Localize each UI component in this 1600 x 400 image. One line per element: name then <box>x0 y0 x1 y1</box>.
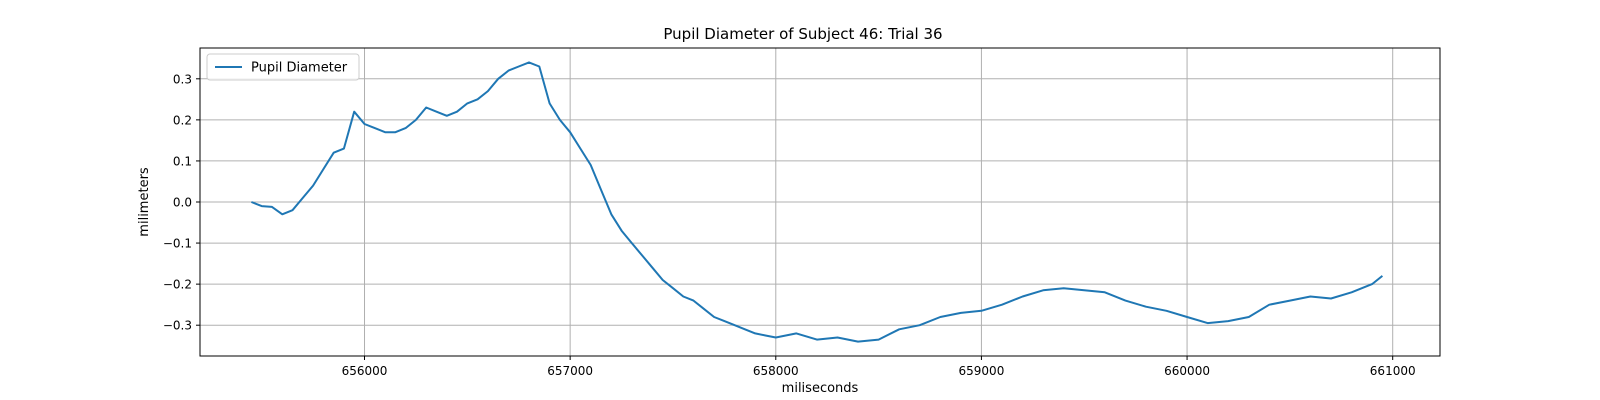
legend: Pupil Diameter <box>206 53 360 81</box>
x-tick-label: 659000 <box>959 364 1005 378</box>
grid-lines <box>200 48 1440 356</box>
y-tick-label: −0.3 <box>163 319 192 333</box>
legend-box <box>206 53 360 81</box>
x-tick-label: 657000 <box>547 364 593 378</box>
legend-label: Pupil Diameter <box>251 61 348 76</box>
y-axis: −0.3 −0.2 −0.1 0.0 0.1 0.2 0.3 <box>163 72 200 333</box>
y-tick-label: −0.1 <box>163 237 192 251</box>
chart-title: Pupil Diameter of Subject 46: Trial 36 <box>663 25 942 43</box>
x-axis-label: miliseconds <box>782 381 859 396</box>
x-tick-label: 656000 <box>342 364 388 378</box>
series-layer <box>251 61 1384 343</box>
x-axis: 656000 657000 658000 659000 660000 661000 <box>342 356 1416 378</box>
y-tick-label: 0.3 <box>173 72 192 86</box>
x-tick-label: 660000 <box>1164 364 1210 378</box>
y-tick-label: 0.1 <box>173 154 192 168</box>
series-line-pupil-diameter <box>251 61 1384 343</box>
y-tick-label: −0.2 <box>163 278 192 292</box>
y-tick-label: 0.2 <box>173 113 192 127</box>
x-tick-label: 658000 <box>753 364 799 378</box>
x-tick-label: 661000 <box>1370 364 1416 378</box>
y-axis-label: milimeters <box>137 167 152 237</box>
y-tick-label: 0.0 <box>173 196 192 210</box>
